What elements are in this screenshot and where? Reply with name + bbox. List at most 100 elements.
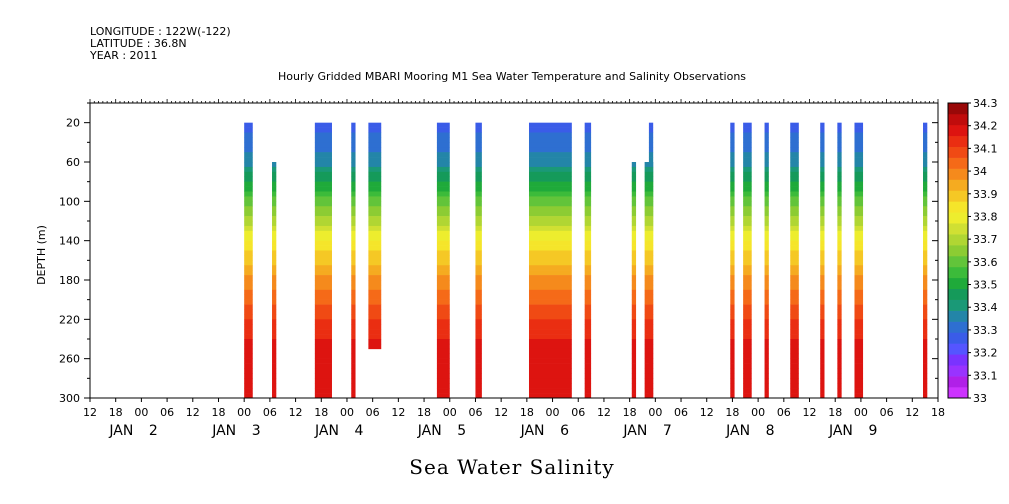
salinity-cell [272, 363, 277, 369]
salinity-cell [790, 152, 799, 158]
salinity-cell [244, 186, 253, 192]
salinity-cell [584, 348, 592, 355]
x-tick-label: 06 [160, 406, 174, 419]
salinity-cell [648, 304, 654, 310]
salinity-cell [436, 329, 450, 335]
salinity-cell [648, 225, 654, 232]
data-column [923, 122, 928, 399]
salinity-cell [314, 157, 332, 163]
x-tick-label: 00 [237, 406, 251, 419]
salinity-cell [314, 186, 332, 192]
salinity-cell [790, 235, 799, 241]
salinity-cell [730, 388, 735, 394]
salinity-cell [631, 329, 637, 335]
salinity-cell [631, 339, 637, 345]
salinity-cell [790, 275, 799, 281]
salinity-cell [528, 383, 572, 389]
salinity-cell [314, 201, 332, 207]
salinity-cell [730, 339, 735, 345]
salinity-cell [854, 294, 864, 300]
salinity-cell [923, 230, 928, 237]
salinity-cell [790, 388, 799, 394]
salinity-cell [854, 388, 864, 394]
colorbar: 33 33.1 33.2 33.3 33.4 33.5 33.6 33.7 33.8 33.9 34… [947, 97, 998, 405]
salinity-cell [837, 265, 842, 271]
salinity-cell [436, 368, 450, 374]
salinity-cell [790, 201, 799, 207]
x-tick-label: 00 [340, 406, 354, 419]
y-tick-label: 220 [59, 313, 80, 326]
salinity-cell [351, 383, 356, 389]
salinity-cell [368, 329, 382, 335]
salinity-cell [528, 260, 572, 266]
salinity-cell [368, 245, 382, 251]
colorbar-label: 33 [973, 392, 987, 405]
salinity-cell [368, 137, 382, 143]
salinity-cell [584, 343, 592, 350]
salinity-cell [272, 309, 277, 315]
salinity-cell [436, 250, 450, 256]
salinity-cell [820, 191, 825, 197]
salinity-cell [837, 211, 842, 217]
salinity-cell [436, 196, 450, 202]
salinity-cell [584, 221, 592, 227]
salinity-cell [244, 250, 253, 256]
salinity-cell [436, 378, 450, 384]
salinity-cell [743, 289, 752, 296]
salinity-cell [436, 339, 450, 345]
salinity-cell [820, 132, 825, 138]
day-label-num: 8 [766, 423, 775, 439]
salinity-cell [743, 324, 752, 330]
salinity-cell [730, 343, 735, 350]
salinity-cell [584, 353, 592, 359]
salinity-cell [854, 358, 864, 364]
salinity-cell [648, 393, 654, 399]
salinity-cell [790, 265, 799, 271]
salinity-cell [436, 304, 450, 310]
colorbar-label: 33.9 [973, 188, 998, 201]
salinity-cell [820, 363, 825, 369]
salinity-cell [314, 127, 332, 133]
salinity-cell [790, 211, 799, 217]
day-label-num: 5 [457, 423, 466, 439]
salinity-cell [764, 353, 769, 359]
salinity-cell [790, 343, 799, 350]
salinity-cell [837, 363, 842, 369]
salinity-cell [528, 378, 572, 384]
x-tick-label: 18 [725, 406, 739, 419]
salinity-cell [743, 334, 752, 340]
salinity-cell [368, 319, 382, 325]
salinity-cell [351, 260, 356, 266]
salinity-cell [854, 260, 864, 266]
salinity-cell [923, 329, 928, 335]
salinity-cell [648, 358, 654, 364]
salinity-cell [730, 122, 735, 128]
salinity-cell [314, 270, 332, 276]
salinity-cell [475, 216, 482, 222]
salinity-cell [475, 378, 482, 384]
salinity-cell [764, 152, 769, 158]
colorbar-swatch [948, 310, 968, 322]
salinity-cell [837, 319, 842, 325]
chart-title: Hourly Gridded MBARI Mooring M1 Sea Wate… [278, 70, 746, 83]
salinity-cell [244, 358, 253, 364]
salinity-cell [584, 324, 592, 330]
day-label-num: 7 [663, 423, 672, 439]
salinity-cell [743, 132, 752, 138]
salinity-cell [368, 289, 382, 296]
salinity-cell [528, 171, 572, 178]
salinity-cell [351, 275, 356, 281]
salinity-cell [764, 225, 769, 232]
salinity-cell [820, 378, 825, 384]
salinity-cell [854, 142, 864, 148]
salinity-cell [314, 358, 332, 364]
salinity-cell [790, 132, 799, 138]
salinity-cell [244, 211, 253, 217]
salinity-cell [820, 383, 825, 389]
salinity-cell [584, 162, 592, 168]
salinity-cell [314, 147, 332, 153]
salinity-cell [314, 137, 332, 143]
salinity-cell [820, 152, 825, 158]
salinity-cell [244, 216, 253, 222]
salinity-cell [244, 270, 253, 276]
